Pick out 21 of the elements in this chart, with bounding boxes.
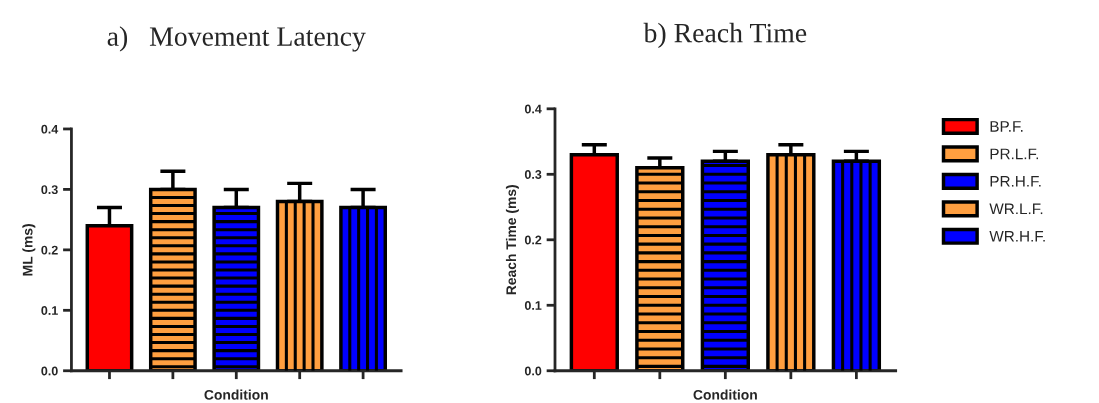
y-tick-label: 0.0: [41, 366, 58, 376]
y-tick-label: 0.3: [524, 170, 542, 179]
x-axis-title: Condition: [204, 389, 268, 400]
legend-label: BP.F.: [990, 121, 1023, 132]
y-axis-title: Reach Time (ms): [505, 185, 519, 295]
y-tick-label: 0.2: [41, 245, 58, 255]
legend-label: PR.H.F.: [990, 176, 1041, 187]
x-axis-title: Condition: [693, 389, 757, 400]
legend-label: PR.L.F.: [990, 148, 1039, 160]
y-axis-title: ML (ms): [22, 224, 36, 276]
y-tick-label: 0.1: [41, 306, 58, 315]
legend-label: WR.H.F.: [989, 231, 1045, 242]
y-tick-label: 0.1: [524, 301, 542, 310]
y-tick-label: 0.3: [41, 185, 58, 195]
y-tick-label: 0.4: [41, 124, 59, 134]
y-tick-label: 0.4: [524, 104, 542, 114]
legend-label: WR.L.F.: [989, 203, 1043, 215]
chart-title: a) Movement Latency: [107, 26, 366, 52]
y-tick-label: 0.0: [524, 366, 542, 376]
y-tick-label: 0.2: [524, 235, 542, 245]
chart-title: b) Reach Time: [643, 22, 807, 49]
